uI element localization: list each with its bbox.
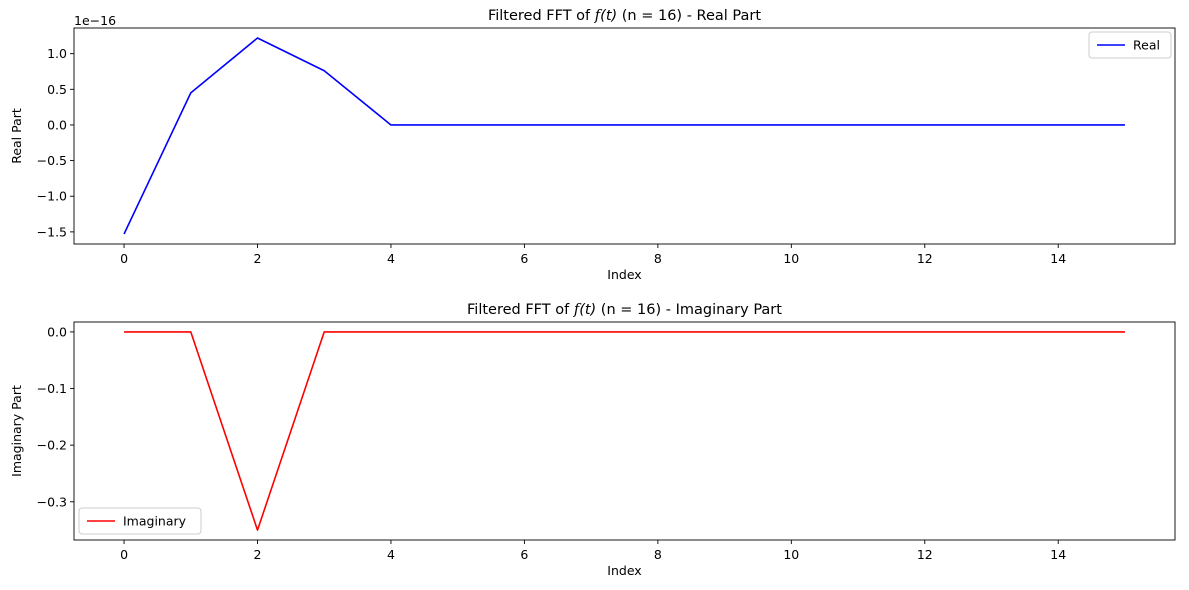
- x-tick-label: 6: [520, 547, 528, 562]
- y-tick-label: −0.5: [37, 153, 67, 168]
- x-tick-label: 0: [120, 251, 128, 266]
- legend-label-imaginary: Imaginary: [123, 514, 187, 529]
- legend-box: [78, 507, 202, 535]
- x-axis-label: Index: [607, 563, 641, 578]
- x-tick-label: 14: [1050, 547, 1066, 562]
- legend: Imaginary: [78, 507, 202, 535]
- y-axis-label: Imaginary Part: [9, 385, 24, 477]
- x-tick-label: 2: [254, 251, 262, 266]
- x-axis-label: Index: [607, 267, 641, 282]
- y-tick-label: 0.5: [47, 82, 67, 97]
- y-tick-label: −0.2: [37, 438, 67, 453]
- y-tick-label: 0.0: [47, 117, 67, 132]
- chart-title: Filtered FFT of f(t) (n = 16) - Imaginar…: [467, 302, 782, 318]
- y-tick-label: −0.3: [37, 494, 67, 509]
- real-part-panel: Filtered FFT of f(t) (n = 16) - Real Par…: [9, 8, 1176, 282]
- y-tick-label: −1.0: [37, 189, 67, 204]
- y-tick-label: 1.0: [47, 46, 67, 61]
- y-tick-label: 0.0: [47, 324, 67, 339]
- series-line-imaginary: [124, 331, 1125, 531]
- x-tick-label: 14: [1050, 251, 1066, 266]
- x-tick-label: 0: [120, 547, 128, 562]
- series-line-real: [123, 37, 1125, 235]
- x-tick-label: 10: [783, 251, 799, 266]
- x-tick-label: 10: [783, 547, 799, 562]
- x-tick-label: 8: [654, 251, 662, 266]
- legend-label-real: Real: [1133, 38, 1160, 53]
- y-offset-text: 1e−16: [74, 13, 116, 28]
- axes-frame: [73, 27, 1176, 245]
- x-tick-label: 12: [917, 251, 933, 266]
- y-tick-label: −1.5: [37, 224, 67, 239]
- x-tick-label: 4: [387, 251, 395, 266]
- x-tick-label: 12: [917, 547, 933, 562]
- x-tick-label: 4: [387, 547, 395, 562]
- imaginary-part-panel: Filtered FFT of f(t) (n = 16) - Imaginar…: [9, 302, 1176, 578]
- x-tick-label: 2: [254, 547, 262, 562]
- chart-title: Filtered FFT of f(t) (n = 16) - Real Par…: [488, 8, 761, 24]
- axes-frame: [73, 321, 1176, 541]
- legend-box: [1088, 31, 1172, 59]
- legend: Real: [1088, 31, 1172, 59]
- y-tick-label: −0.1: [37, 381, 67, 396]
- x-tick-label: 8: [654, 547, 662, 562]
- y-axis-label: Real Part: [9, 108, 24, 164]
- x-tick-label: 6: [520, 251, 528, 266]
